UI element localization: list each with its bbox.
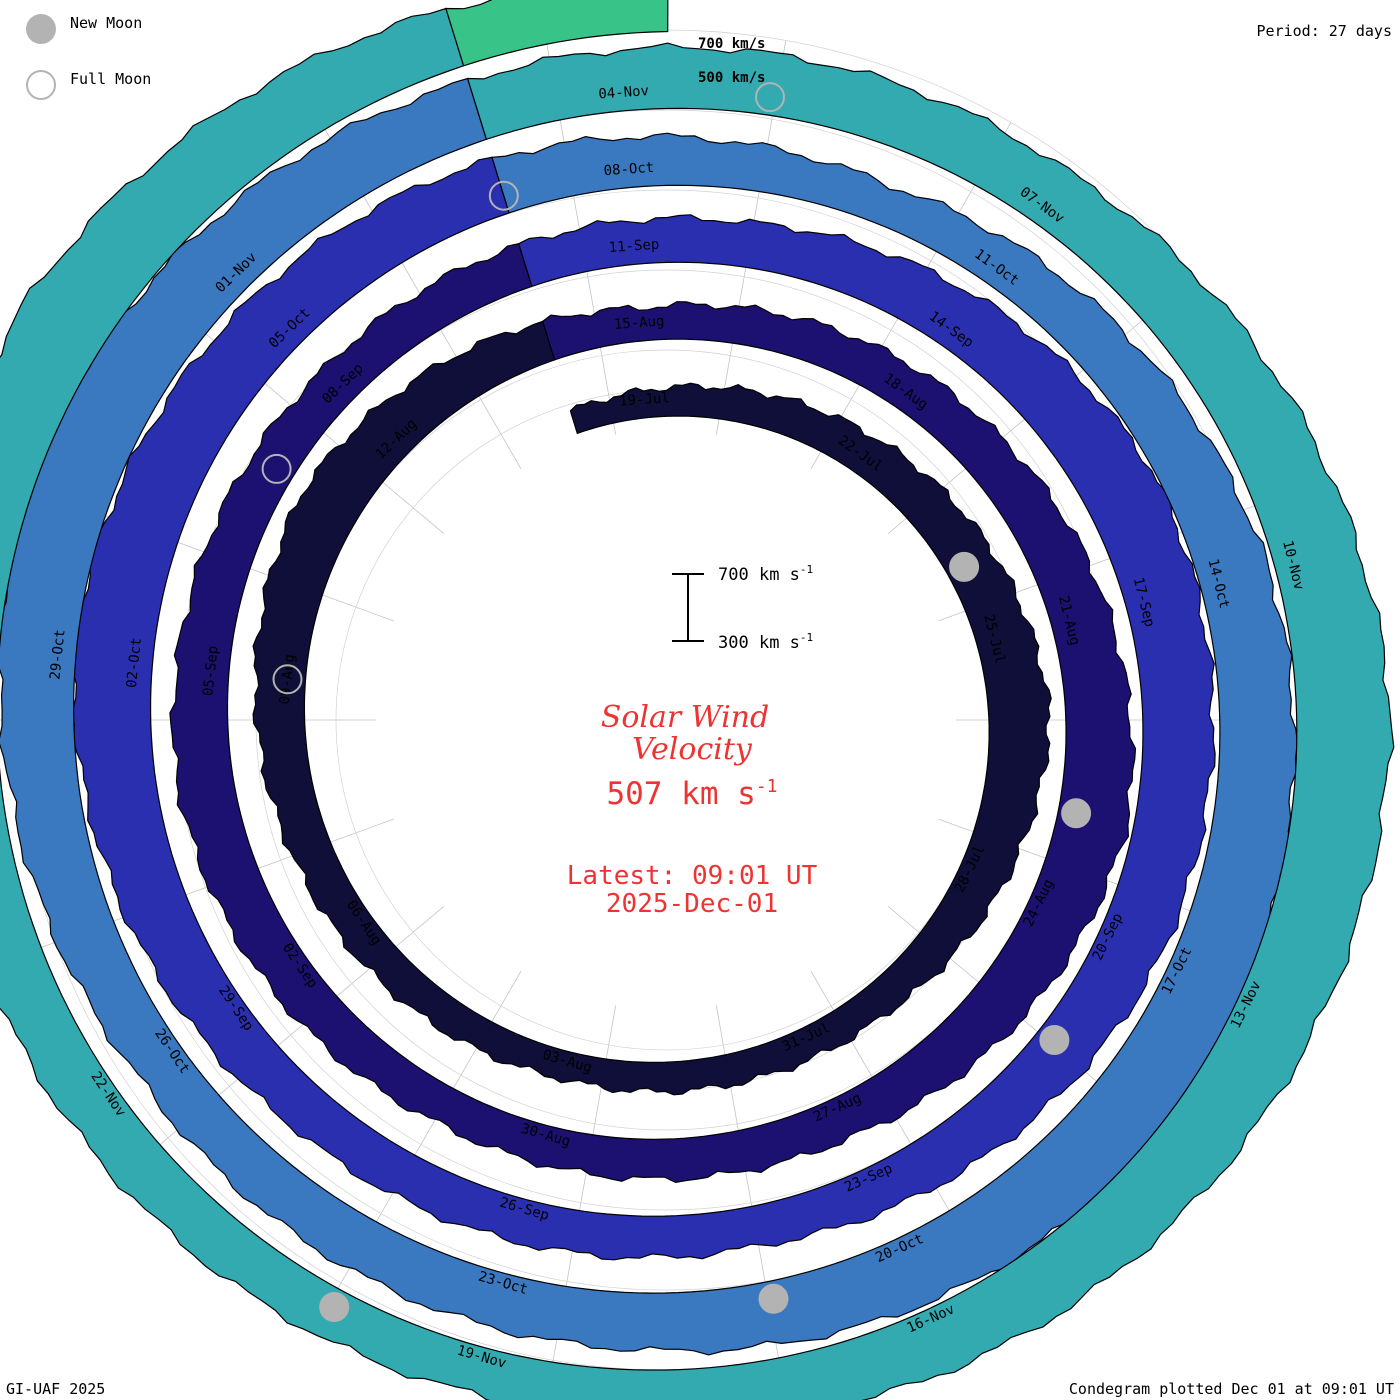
date-label: 02-Oct: [124, 637, 145, 689]
new-moon-marker: [949, 551, 980, 582]
new-moon-marker: [1039, 1025, 1070, 1055]
scale-bar-bottom-label: 300 km s-1: [718, 631, 813, 653]
new-moon-icon: [26, 14, 56, 44]
scale-bar: 700 km s-1 300 km s-1: [672, 563, 813, 653]
date-label: 15-Aug: [613, 313, 665, 332]
scale-bar-top-label: 700 km s-1: [718, 563, 813, 585]
latest-time: Latest: 09:01 UT: [567, 861, 818, 891]
date-label: 04-Nov: [598, 83, 650, 102]
outer-scale-label: 500 km/s: [698, 70, 765, 86]
chart-title-line1: Solar Wind: [601, 700, 769, 735]
new-moon-marker: [758, 1283, 789, 1314]
full-moon-marker: [488, 180, 519, 211]
rotation-band: [445, 0, 669, 67]
full-moon-icon: [26, 70, 56, 100]
date-label: 19-Jul: [619, 390, 671, 409]
footer-credit: GI-UAF 2025: [6, 1380, 106, 1398]
new-moon-marker: [1061, 798, 1092, 829]
chart-title-line2: Velocity: [632, 732, 753, 767]
full-moon-marker: [272, 664, 303, 695]
date-label: 29-Oct: [47, 629, 68, 681]
period-label: Period: 27 days: [1256, 22, 1392, 40]
center-title: Solar Wind Velocity 507 km s-1 Latest: 0…: [567, 700, 818, 919]
full-moon-label: Full Moon: [70, 70, 152, 88]
current-speed: 507 km s-1: [606, 776, 777, 812]
new-moon-label: New Moon: [70, 14, 143, 32]
outer-scale: 700 km/s 500 km/s: [698, 36, 765, 86]
new-moon-marker: [319, 1292, 350, 1322]
moon-markers: [261, 82, 1092, 1322]
latest-date: 2025-Dec-01: [606, 889, 778, 919]
date-label: 08-Oct: [603, 160, 655, 179]
date-label: 11-Sep: [608, 237, 660, 256]
full-moon-marker: [755, 82, 785, 113]
full-moon-marker: [261, 453, 292, 484]
date-label: 05-Sep: [200, 645, 221, 697]
footer-plot-time: Condegram plotted Dec 01 at 09:01 UT: [1068, 1380, 1394, 1398]
outer-scale-label: 700 km/s: [698, 36, 765, 52]
